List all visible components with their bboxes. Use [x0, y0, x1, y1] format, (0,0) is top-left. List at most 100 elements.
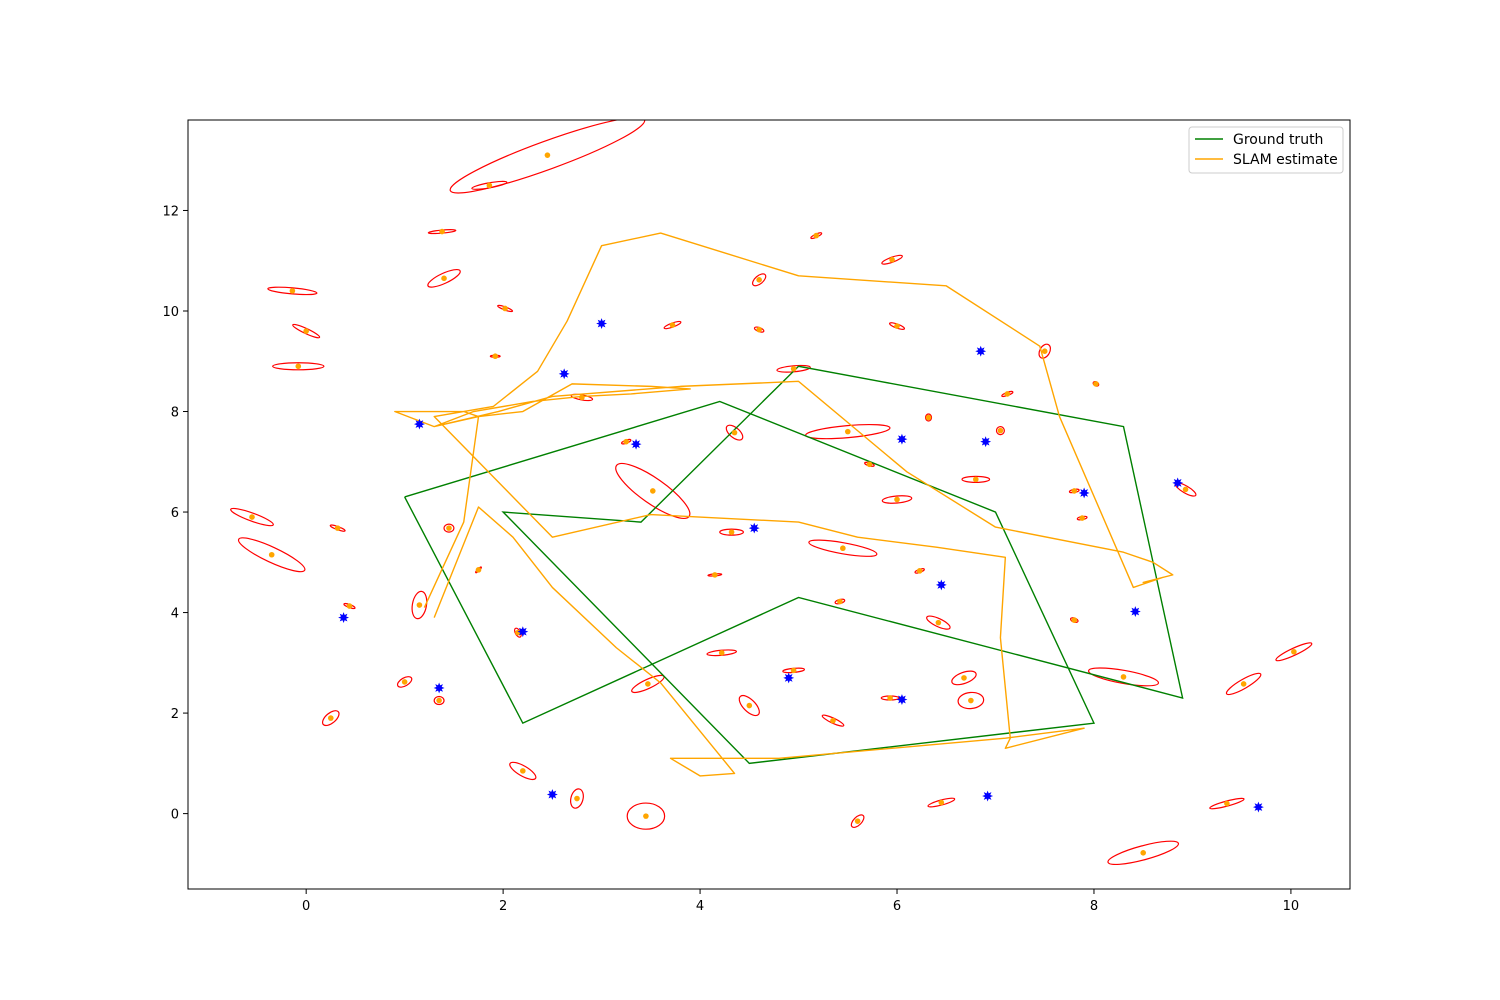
uncertainty-ellipse — [570, 788, 584, 809]
estimated-landmark-point — [1291, 648, 1297, 655]
uncertainty-ellipse — [1225, 672, 1262, 696]
uncertainty-ellipse — [443, 523, 455, 533]
estimated-landmark-point — [731, 429, 738, 436]
uncertainty-ellipse — [396, 676, 413, 688]
uncertainty-ellipse — [951, 670, 977, 686]
estimated-landmark-point — [712, 572, 718, 578]
estimated-landmark-point — [830, 717, 836, 724]
estimated-landmark-point — [502, 305, 508, 312]
true-landmark-point — [783, 672, 795, 684]
true-landmark-point — [546, 789, 558, 800]
legend-box — [1188, 126, 1344, 174]
estimated-landmark-point — [746, 702, 753, 709]
estimated-landmark-point — [1140, 850, 1147, 856]
axes: 0 2 4 6 8 10 0 2 4 6 8 10 12 — [162, 119, 1351, 914]
plot-area — [230, 120, 1313, 866]
estimated-landmark-point — [866, 461, 873, 468]
estimated-landmark-point — [401, 679, 408, 685]
uncertainty-ellipse — [1107, 840, 1180, 866]
legend-label: Ground truth — [1233, 132, 1323, 148]
uncertainty-ellipse — [626, 802, 666, 830]
true-landmark-point — [1252, 801, 1264, 813]
estimated-landmark-point — [887, 695, 893, 701]
true-landmark-point — [748, 522, 760, 534]
estimated-landmark-point — [854, 818, 861, 824]
uncertainty-ellipse — [321, 710, 340, 727]
uncertainty-ellipse — [926, 615, 951, 630]
uncertainty-ellipse — [924, 413, 933, 422]
x-tick-label: 6 — [893, 899, 901, 914]
y-tick-label: 8 — [171, 406, 179, 421]
estimated-landmark-point — [1224, 800, 1230, 807]
true-landmark-point — [935, 579, 947, 591]
uncertainty-ellipse — [272, 362, 325, 371]
uncertainty-ellipse — [808, 539, 878, 557]
estimated-landmark-point — [1079, 515, 1085, 521]
estimated-landmark-point — [327, 715, 334, 721]
estimated-landmark-point — [1071, 617, 1078, 623]
uncertainty-ellipse — [995, 425, 1005, 436]
true-landmark-point — [1172, 477, 1184, 489]
estimated-landmark-point — [446, 525, 452, 531]
estimated-landmark-point — [436, 697, 442, 704]
true-landmark-point — [980, 436, 992, 448]
estimated-landmark-point — [574, 795, 580, 802]
y-tick-label: 0 — [171, 808, 179, 823]
estimated-landmark-point — [1041, 348, 1048, 355]
estimated-landmark-point — [416, 602, 423, 608]
estimated-landmark-point — [961, 675, 967, 681]
uncertainty-ellipse — [850, 814, 865, 829]
estimated-landmark-point — [844, 428, 851, 435]
estimated-landmark-point — [1182, 486, 1189, 493]
estimated-landmark-point — [303, 328, 309, 334]
true-landmark-point — [1078, 487, 1090, 499]
true-landmark-point — [433, 682, 445, 694]
estimated-landmark-point — [968, 697, 974, 704]
estimated-landmark-point — [889, 256, 895, 263]
estimated-landmark-point — [475, 567, 482, 573]
estimated-landmark-point — [650, 488, 656, 494]
uncertainty-ellipse — [725, 424, 744, 441]
estimated-landmark-points — [249, 152, 1297, 856]
estimated-landmark-point — [718, 649, 725, 656]
estimated-landmark-point — [268, 551, 275, 558]
estimated-landmark-point — [916, 568, 923, 574]
estimated-landmark-point — [441, 275, 447, 282]
true-landmark-point — [413, 418, 425, 430]
uncertainty-ellipse — [881, 495, 913, 504]
estimated-landmark-point — [894, 323, 900, 329]
true-landmark-point — [338, 612, 350, 624]
true-landmark-point — [558, 368, 570, 380]
uncertainty-ellipse — [267, 286, 318, 296]
estimated-landmark-point — [840, 545, 846, 552]
uncertainty-ellipse — [961, 475, 991, 483]
y-tick-label: 10 — [162, 305, 179, 320]
estimated-landmark-point — [756, 277, 762, 283]
x-tick-label: 8 — [1090, 899, 1098, 914]
estimated-landmark-point — [1120, 674, 1127, 680]
y-tick-label: 12 — [162, 204, 179, 219]
uncertainty-ellipse — [751, 273, 767, 287]
estimated-landmark-point — [295, 363, 302, 370]
axes-frame — [187, 119, 1351, 890]
x-tick-label: 10 — [1283, 899, 1300, 914]
estimated-landmark-point — [925, 414, 932, 421]
estimated-landmark-point — [623, 438, 630, 445]
true-landmark-point — [630, 438, 642, 450]
true-landmark-point — [975, 345, 987, 357]
estimated-landmark-point — [579, 394, 585, 401]
true-landmark-point — [517, 626, 529, 638]
y-tick-label: 4 — [171, 607, 179, 622]
estimated-landmark-point — [645, 681, 651, 687]
uncertainty-ellipse — [957, 691, 985, 710]
uncertainty-ellipse — [719, 528, 744, 536]
uncertainty-ellipse — [433, 695, 445, 706]
uncertainty-ellipse — [237, 537, 306, 573]
true-landmark-point — [596, 318, 608, 329]
estimated-landmark-point — [894, 496, 900, 503]
estimated-landmark-point — [1240, 681, 1247, 687]
estimated-landmark-point — [334, 525, 341, 531]
true-landmark-point — [896, 433, 908, 445]
series-line-ground-truth — [404, 365, 1184, 765]
